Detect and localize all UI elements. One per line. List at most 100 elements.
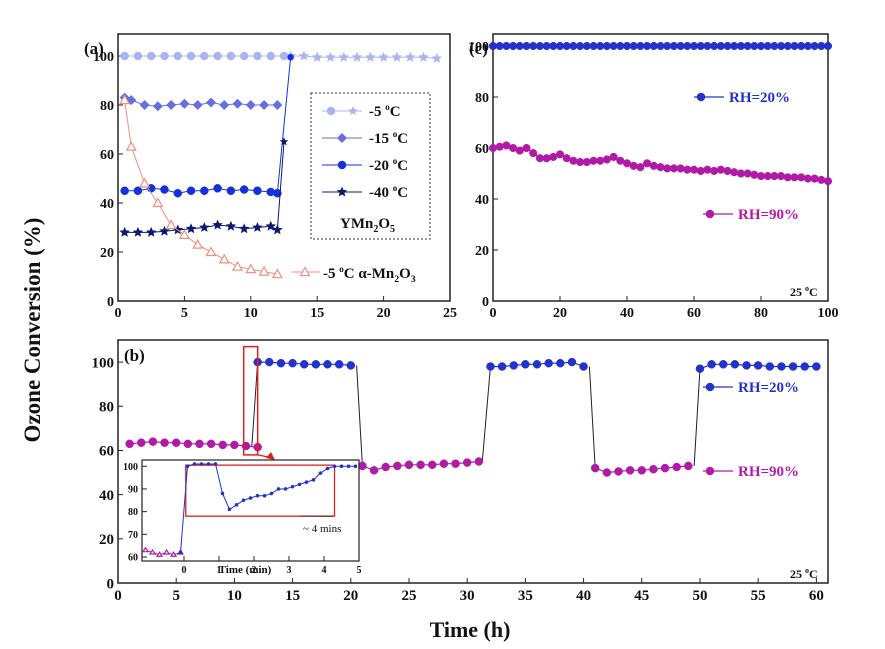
data-point [529, 149, 538, 158]
x-tick-label: 0 [182, 565, 187, 576]
y-tick-label: 100 [92, 355, 115, 371]
y-tick-label: 80 [128, 507, 138, 518]
data-point [486, 362, 495, 371]
x-tick-label: 20 [377, 306, 391, 321]
transition-line [251, 362, 259, 447]
data-point [567, 357, 577, 367]
data-point [649, 161, 658, 170]
x-tick-label: 10 [244, 306, 258, 321]
data-point [579, 362, 588, 371]
data-point [765, 362, 775, 371]
data-point [451, 459, 460, 468]
legend-marker [336, 186, 348, 197]
inset-pre-point [169, 551, 178, 557]
inset-point [304, 480, 309, 484]
data-point [166, 100, 177, 110]
panel-c-temperature-annotation: 25 oC [790, 284, 818, 299]
data-point [245, 263, 257, 274]
data-point [152, 101, 163, 112]
legend-label: -40 oC [369, 183, 408, 201]
inset-point [213, 462, 218, 466]
data-point [369, 466, 379, 475]
series-3 [120, 53, 294, 198]
transition-line [693, 368, 701, 466]
data-point [265, 357, 274, 367]
legend-label: -15 oC [369, 129, 408, 147]
data-point [173, 51, 183, 61]
x-tick-label: 45 [634, 588, 649, 604]
data-point [245, 100, 256, 110]
legend-entry-1: RH=90% [703, 207, 799, 223]
data-point [428, 460, 437, 470]
inset-point [339, 464, 344, 469]
y-tick-label: 80 [99, 400, 114, 416]
data-point [418, 51, 429, 62]
legend-entry-mn2o3: -5 oC α-Mn2O3 [291, 264, 416, 285]
transition-line [588, 366, 596, 469]
inset-point [255, 493, 260, 498]
series-1 [488, 141, 833, 186]
transition-line [481, 366, 491, 462]
legend-marker [337, 160, 347, 170]
data-point [777, 172, 786, 181]
y-tick-label: 40 [475, 193, 489, 208]
data-point [212, 219, 223, 230]
x-tick-label: 15 [310, 306, 324, 321]
data-point [582, 157, 591, 167]
data-point [730, 360, 740, 369]
data-point [474, 457, 484, 466]
y-tick-label: 20 [475, 244, 489, 259]
shared-y-axis-label: Ozone Conversion (%) [20, 218, 45, 443]
panel-b-x-axis-label: Time (h) [430, 617, 511, 642]
data-point [696, 166, 705, 175]
data-point [521, 360, 530, 369]
x-tick-label: 2 [252, 565, 257, 576]
data-point [206, 439, 216, 449]
x-tick-label: 10 [227, 588, 242, 604]
data-point [232, 98, 243, 109]
x-tick-label: 5 [172, 588, 180, 604]
data-point [133, 186, 143, 195]
data-point [636, 163, 645, 172]
panel-c-frame [492, 33, 829, 302]
data-point [226, 51, 236, 61]
series-1 [125, 437, 693, 477]
series-2 [119, 92, 283, 112]
x-tick-label: 30 [460, 588, 475, 604]
data-point [125, 140, 137, 151]
jump-point [279, 137, 289, 146]
y-tick-label: 20 [100, 246, 114, 261]
inset-chart: 0 1 2 3 4 5 60 70 80 90 100 Time (min) ~ 4 mins [123, 459, 362, 576]
data-point [132, 226, 144, 237]
data-point [218, 440, 228, 450]
legend-marker [705, 466, 715, 476]
y-tick-label: 60 [99, 444, 114, 460]
data-point [186, 51, 196, 61]
inset-point [311, 478, 316, 482]
data-point [225, 220, 237, 231]
data-point [338, 51, 349, 62]
data-point [556, 358, 565, 368]
panel-b-label: (b) [124, 346, 145, 365]
data-point [139, 100, 150, 110]
data-point [532, 360, 542, 369]
y-tick-label: 60 [128, 553, 138, 564]
data-point [378, 51, 389, 62]
data-point [133, 51, 143, 61]
panel-b: (b) 0 5 10 15 20 25 30 35 40 45 50 55 60020406080100… [92, 339, 829, 642]
data-point [629, 161, 638, 170]
y-tick-label: 40 [100, 197, 114, 212]
inset-point [185, 464, 190, 469]
series-1 [285, 50, 442, 63]
data-point [192, 100, 203, 110]
y-tick-label: 80 [475, 91, 489, 106]
legend-label: -5 oC [369, 102, 401, 120]
x-tick-label: 4 [322, 565, 327, 576]
legend-entry-0: -5 oC [322, 102, 401, 120]
inset-point [346, 464, 351, 469]
x-tick-label: 60 [687, 306, 701, 321]
data-point [416, 460, 425, 470]
data-point [710, 166, 719, 175]
data-point [346, 361, 356, 370]
legend-box [310, 92, 431, 240]
